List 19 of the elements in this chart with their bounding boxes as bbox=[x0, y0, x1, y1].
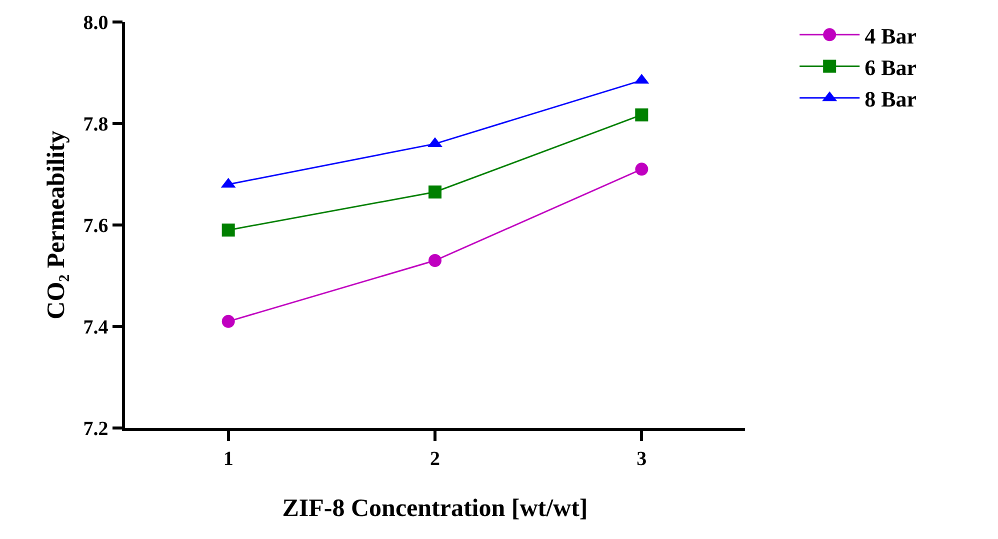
x-axis-title: ZIF-8 Concentration [wt/wt] bbox=[282, 494, 588, 522]
point bbox=[428, 186, 442, 199]
y-tick-label: 7.6 bbox=[83, 215, 108, 237]
x-tick-label: 3 bbox=[636, 448, 647, 470]
point bbox=[222, 314, 235, 328]
point bbox=[635, 108, 648, 122]
y-tick-label: 8.0 bbox=[83, 12, 108, 34]
point bbox=[222, 224, 235, 237]
y-tick-label: 7.8 bbox=[83, 114, 108, 136]
legend-label: 8 Bar bbox=[864, 86, 917, 112]
point bbox=[635, 162, 648, 176]
legend-label: 6 Bar bbox=[864, 54, 917, 80]
point bbox=[428, 254, 442, 268]
y-tick-label: 7.4 bbox=[83, 316, 108, 338]
x-tick-label: 2 bbox=[430, 448, 440, 470]
y-tick-label: 7.2 bbox=[83, 418, 108, 440]
legend-label: 4 Bar bbox=[864, 23, 917, 48]
x-tick-label: 1 bbox=[223, 448, 234, 470]
y-axis-title: CO₂ Permeability bbox=[43, 130, 70, 320]
